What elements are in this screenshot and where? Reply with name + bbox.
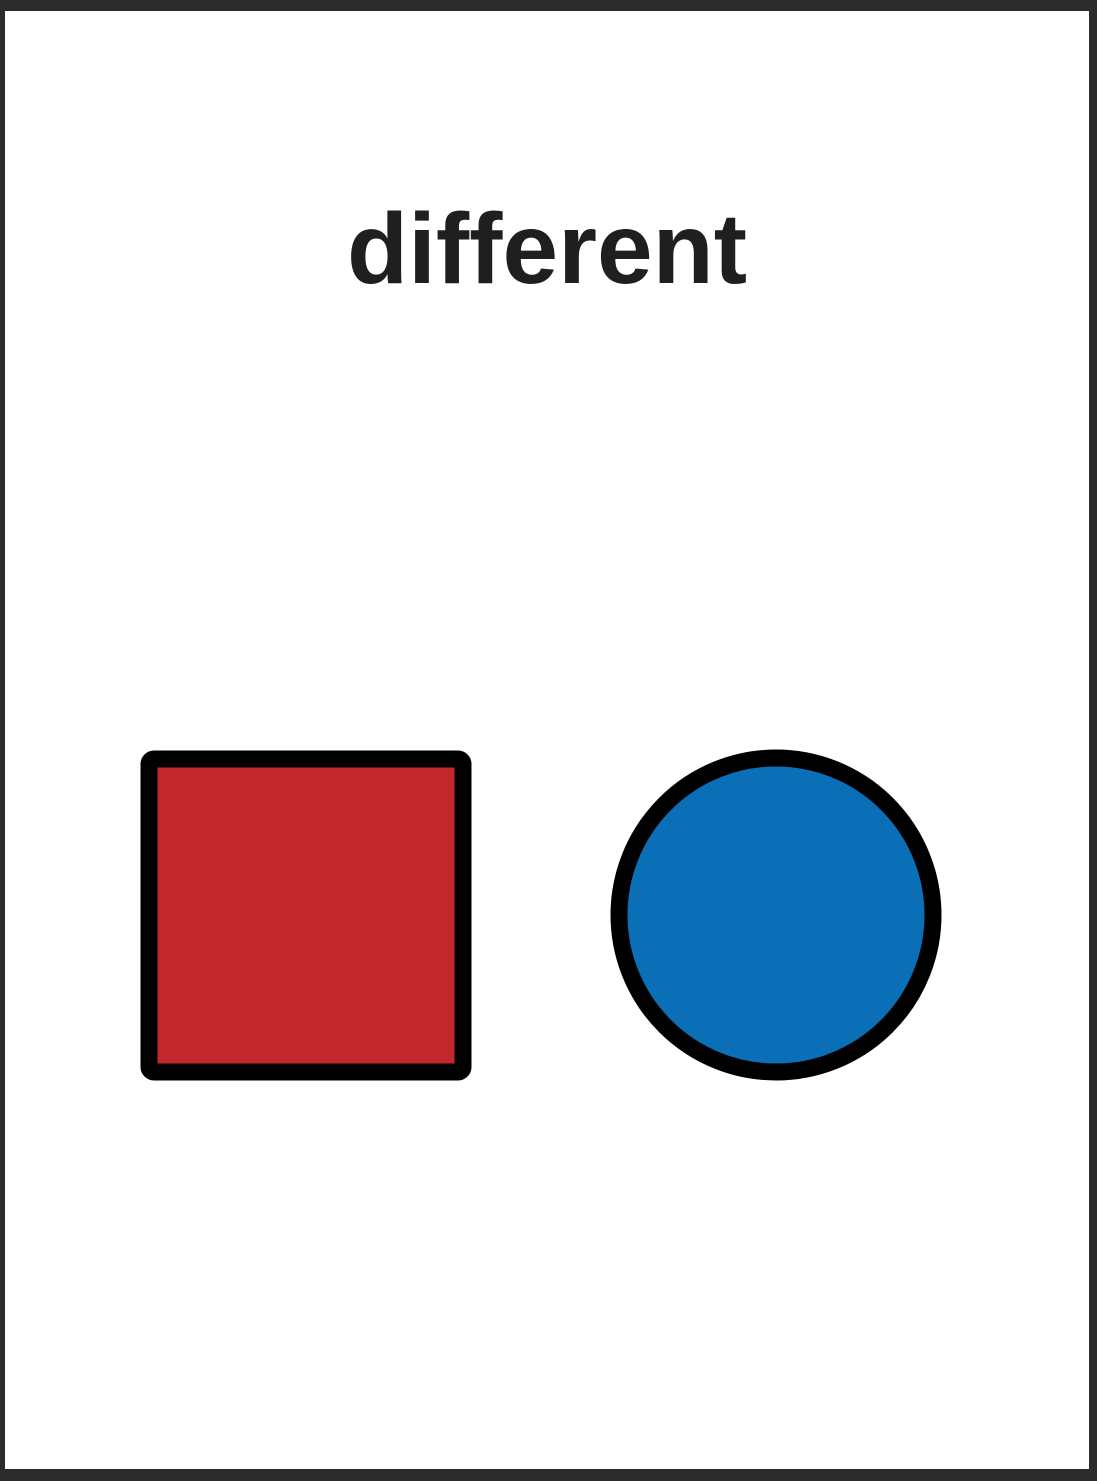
red-square-shape bbox=[140, 750, 472, 1081]
blue-circle-shape bbox=[610, 749, 942, 1081]
card-word: different bbox=[347, 193, 747, 305]
